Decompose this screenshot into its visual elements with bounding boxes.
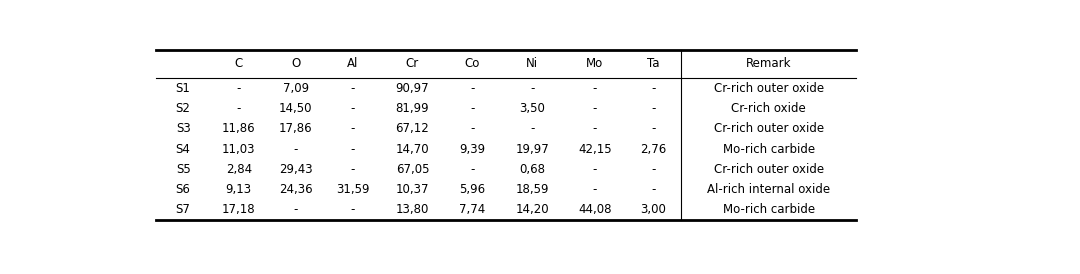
Text: 67,12: 67,12 — [395, 122, 430, 135]
Text: 17,86: 17,86 — [279, 122, 312, 135]
Text: -: - — [350, 82, 355, 95]
Text: -: - — [350, 163, 355, 176]
Text: -: - — [350, 102, 355, 115]
Text: -: - — [593, 163, 597, 176]
Text: 67,05: 67,05 — [395, 163, 429, 176]
Text: -: - — [350, 203, 355, 216]
Text: -: - — [470, 82, 474, 95]
Text: 19,97: 19,97 — [515, 143, 549, 156]
Text: -: - — [593, 122, 597, 135]
Text: Mo-rich carbide: Mo-rich carbide — [723, 143, 814, 156]
Text: -: - — [294, 203, 298, 216]
Text: S5: S5 — [176, 163, 190, 176]
Text: 11,86: 11,86 — [222, 122, 256, 135]
Text: 11,03: 11,03 — [222, 143, 256, 156]
Text: Ni: Ni — [526, 58, 538, 70]
Text: O: O — [292, 58, 300, 70]
Text: Cr-rich outer oxide: Cr-rich outer oxide — [714, 163, 824, 176]
Text: 10,37: 10,37 — [395, 183, 429, 196]
Text: 5,96: 5,96 — [459, 183, 485, 196]
Text: Co: Co — [464, 58, 480, 70]
Text: -: - — [470, 122, 474, 135]
Text: 31,59: 31,59 — [336, 183, 369, 196]
Text: Mo-rich carbide: Mo-rich carbide — [723, 203, 814, 216]
Text: 7,74: 7,74 — [459, 203, 485, 216]
Text: S6: S6 — [176, 183, 190, 196]
Text: 24,36: 24,36 — [279, 183, 312, 196]
Text: S4: S4 — [176, 143, 190, 156]
Text: 9,13: 9,13 — [226, 183, 252, 196]
Text: 90,97: 90,97 — [395, 82, 429, 95]
Text: 14,50: 14,50 — [279, 102, 312, 115]
Text: -: - — [530, 82, 535, 95]
Text: S2: S2 — [176, 102, 190, 115]
Text: 13,80: 13,80 — [395, 203, 429, 216]
Text: 18,59: 18,59 — [515, 183, 549, 196]
Text: Al: Al — [347, 58, 359, 70]
Text: S7: S7 — [176, 203, 190, 216]
Text: Cr: Cr — [406, 58, 419, 70]
Text: -: - — [294, 143, 298, 156]
Text: Al-rich internal oxide: Al-rich internal oxide — [707, 183, 831, 196]
Text: 9,39: 9,39 — [459, 143, 485, 156]
Text: 0,68: 0,68 — [519, 163, 545, 176]
Text: 2,76: 2,76 — [640, 143, 666, 156]
Text: 14,20: 14,20 — [515, 203, 549, 216]
Text: -: - — [350, 143, 355, 156]
Text: 44,08: 44,08 — [578, 203, 611, 216]
Text: Mo: Mo — [586, 58, 604, 70]
Text: -: - — [530, 122, 535, 135]
Text: -: - — [651, 122, 656, 135]
Text: 2,84: 2,84 — [226, 163, 252, 176]
Text: Cr-rich outer oxide: Cr-rich outer oxide — [714, 82, 824, 95]
Text: S3: S3 — [176, 122, 190, 135]
Text: -: - — [593, 183, 597, 196]
Text: -: - — [651, 183, 656, 196]
Text: 17,18: 17,18 — [222, 203, 256, 216]
Text: -: - — [651, 163, 656, 176]
Text: -: - — [350, 122, 355, 135]
Text: 42,15: 42,15 — [578, 143, 611, 156]
Text: 3,00: 3,00 — [640, 203, 666, 216]
Text: -: - — [651, 102, 656, 115]
Text: 81,99: 81,99 — [395, 102, 429, 115]
Text: 14,70: 14,70 — [395, 143, 429, 156]
Text: -: - — [470, 102, 474, 115]
Text: C: C — [234, 58, 243, 70]
Text: Cr-rich oxide: Cr-rich oxide — [731, 102, 806, 115]
Text: Ta: Ta — [647, 58, 660, 70]
Text: 3,50: 3,50 — [519, 102, 545, 115]
Text: S1: S1 — [176, 82, 190, 95]
Text: -: - — [237, 82, 241, 95]
Text: Cr-rich outer oxide: Cr-rich outer oxide — [714, 122, 824, 135]
Text: Remark: Remark — [746, 58, 792, 70]
Text: -: - — [237, 102, 241, 115]
Text: -: - — [651, 82, 656, 95]
Text: 7,09: 7,09 — [283, 82, 309, 95]
Text: -: - — [593, 82, 597, 95]
Text: -: - — [470, 163, 474, 176]
Text: -: - — [593, 102, 597, 115]
Text: 29,43: 29,43 — [279, 163, 312, 176]
